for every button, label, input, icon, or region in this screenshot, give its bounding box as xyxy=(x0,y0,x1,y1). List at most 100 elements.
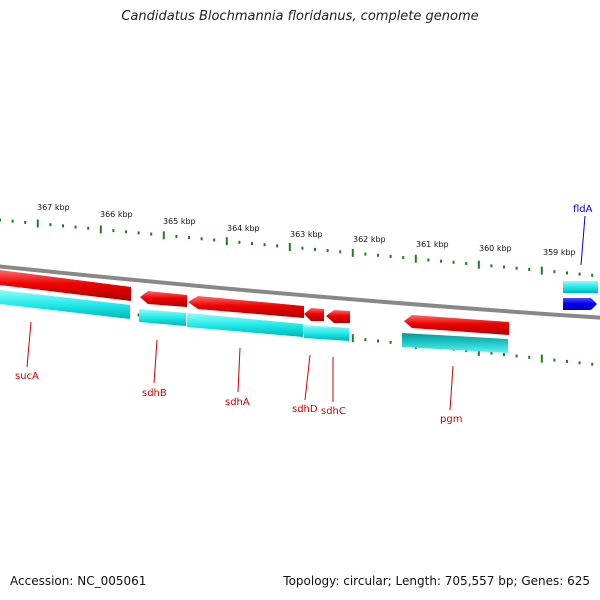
outer-minor-tick xyxy=(150,232,153,236)
outer-minor-tick xyxy=(314,247,316,251)
outer-major-tick xyxy=(477,260,480,269)
outer-minor-tick xyxy=(112,229,115,233)
outer-minor-tick xyxy=(251,242,253,245)
sdhC-label[interactable]: sdhC xyxy=(321,406,346,417)
sucA-label[interactable]: sucA xyxy=(15,371,39,382)
outer-minor-tick xyxy=(591,273,594,277)
inner-minor-tick xyxy=(515,354,518,358)
outer-minor-tick xyxy=(465,262,468,265)
gene-labels: sucA sdhB sdhA sdhD sdhC pgm fldA xyxy=(15,204,593,425)
pgm-label[interactable]: pgm xyxy=(440,414,462,425)
sdhA-gene-arrow[interactable] xyxy=(188,296,304,318)
sdhA-leader-line xyxy=(237,347,241,393)
inner-major-tick xyxy=(351,334,354,343)
tick-label-362kbp: 362 kbp xyxy=(353,235,386,244)
pgm-leader-line xyxy=(449,365,454,411)
outer-minor-tick xyxy=(566,271,568,275)
inner-minor-tick xyxy=(377,339,379,343)
outer-major-tick xyxy=(225,237,228,246)
reverse-strand-features xyxy=(0,281,598,353)
cds-bar-sucA xyxy=(0,290,130,319)
cds-bar-sdhA xyxy=(187,313,303,337)
sdhC-gene-arrow[interactable] xyxy=(326,310,350,323)
gene-label-leaders xyxy=(26,215,586,411)
outer-major-tick xyxy=(351,248,354,257)
cds-bar-fldA xyxy=(563,281,598,293)
cds-bar-pgm xyxy=(402,333,508,353)
tick-label-363kbp: 363 kbp xyxy=(290,230,323,239)
outer-minor-tick xyxy=(0,218,1,222)
inner-minor-tick xyxy=(503,353,505,357)
inner-minor-tick xyxy=(578,361,581,365)
outer-minor-tick xyxy=(490,264,493,268)
outer-minor-tick xyxy=(74,225,77,229)
fldA-leader-line xyxy=(580,215,586,266)
outer-minor-tick xyxy=(515,266,518,270)
outer-minor-tick xyxy=(440,259,442,263)
inner-minor-tick xyxy=(566,359,568,363)
sdhD-gene-arrow[interactable] xyxy=(304,308,324,321)
outer-minor-tick xyxy=(528,267,531,271)
inner-major-tick xyxy=(540,354,543,363)
outer-minor-tick xyxy=(24,220,27,224)
accession-label: Accession: NC_005061 xyxy=(10,574,147,588)
sdhB-gene-arrow[interactable] xyxy=(140,291,187,307)
outer-minor-tick xyxy=(137,231,140,235)
tick-label-364kbp: 364 kbp xyxy=(227,224,260,233)
outer-minor-tick xyxy=(364,252,367,256)
pgm-gene-arrow[interactable] xyxy=(404,315,509,335)
outer-minor-tick xyxy=(301,246,304,250)
inner-minor-tick xyxy=(389,340,392,344)
inner-minor-tick xyxy=(490,351,493,355)
genome-backbone xyxy=(0,264,600,320)
fldA-label[interactable]: fldA xyxy=(573,204,593,215)
sucA-gene-arrow[interactable] xyxy=(0,270,131,301)
genome-summary-label: Topology: circular; Length: 705,557 bp; … xyxy=(283,574,590,588)
outer-minor-tick xyxy=(188,236,190,240)
outer-minor-tick xyxy=(402,256,405,260)
sdhD-label[interactable]: sdhD xyxy=(292,404,318,415)
outer-major-tick xyxy=(540,266,543,275)
inner-minor-tick xyxy=(553,358,556,362)
sdhB-label[interactable]: sdhB xyxy=(142,388,167,399)
tick-label-367kbp: 367 kbp xyxy=(37,203,70,212)
sdhD-leader-line xyxy=(304,354,311,401)
outer-minor-tick xyxy=(503,265,505,269)
tick-label-359kbp: 359 kbp xyxy=(543,248,576,257)
outer-minor-tick xyxy=(62,224,64,228)
tick-label-366kbp: 366 kbp xyxy=(100,210,133,219)
inner-major-tick xyxy=(477,347,480,356)
outer-minor-tick xyxy=(553,270,556,274)
outer-minor-tick xyxy=(11,219,14,223)
outer-minor-tick xyxy=(49,223,52,227)
scale-labels: 367 kbp 366 kbp 365 kbp 364 kbp 363 kbp … xyxy=(37,203,576,257)
tick-label-360kbp: 360 kbp xyxy=(479,244,512,253)
outer-minor-tick xyxy=(175,235,178,238)
outer-major-tick xyxy=(99,225,102,234)
inner-minor-tick xyxy=(137,313,140,317)
tick-label-365kbp: 365 kbp xyxy=(163,217,196,226)
outer-major-tick xyxy=(414,254,417,263)
outer-minor-tick xyxy=(389,255,392,258)
sdhB-leader-line xyxy=(153,339,158,384)
fldA-gene-arrow[interactable] xyxy=(563,298,597,310)
outer-minor-tick xyxy=(276,244,279,248)
outer-minor-tick xyxy=(377,253,379,257)
outer-minor-tick xyxy=(263,243,266,247)
map-title: Candidatus Blochmannia floridanus, compl… xyxy=(121,9,479,24)
inner-minor-tick xyxy=(364,338,367,342)
outer-minor-tick xyxy=(87,226,90,230)
sdhA-label[interactable]: sdhA xyxy=(225,397,250,408)
outer-major-tick xyxy=(288,243,291,251)
outer-major-tick xyxy=(36,219,39,228)
tick-label-361kbp: 361 kbp xyxy=(416,240,449,249)
outer-minor-tick xyxy=(326,249,329,253)
inner-minor-tick xyxy=(591,362,594,366)
inner-minor-tick xyxy=(528,355,531,359)
sucA-leader-line xyxy=(26,321,32,368)
outer-minor-tick xyxy=(213,238,216,242)
outer-minor-tick xyxy=(238,240,241,244)
outer-minor-tick xyxy=(200,237,203,241)
